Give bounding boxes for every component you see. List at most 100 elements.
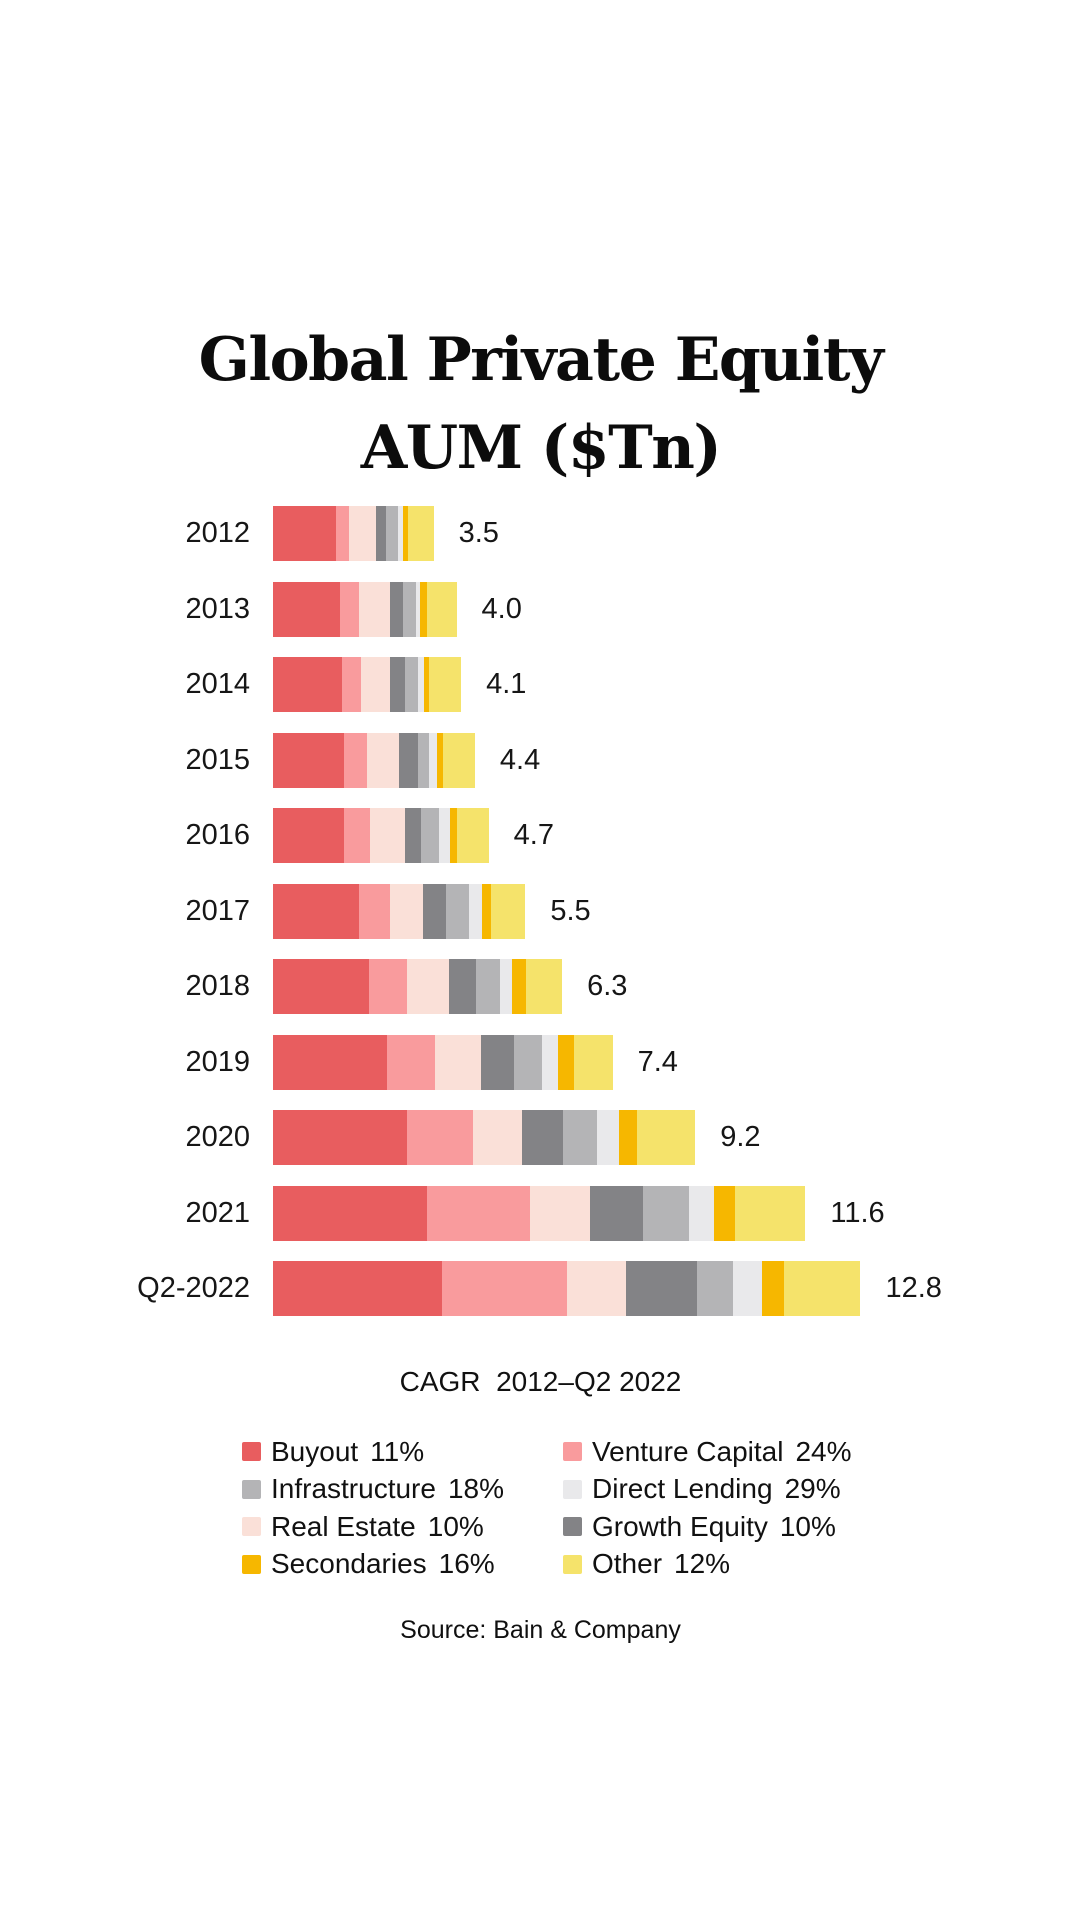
year-label: 2017 [185,894,250,927]
bar-segment-infrastructure [475,959,500,1014]
stacked-bar [273,1110,696,1165]
stacked-bar [273,808,489,863]
bar-segment-buyout [273,808,344,863]
bar-segment-real-estate [406,959,449,1014]
bar-row: 2019 7.4 [0,1034,1081,1090]
bar-segment-growth-equity [481,1034,514,1090]
bar-row: Q2-2022 12.8 [0,1261,1081,1316]
bar-segment-buyout [273,1034,387,1090]
bar-segment-direct-lending [428,732,437,788]
bar-segment-infrastructure [402,581,417,637]
bar-segment-real-estate [473,1110,523,1165]
legend-label: Other [592,1548,663,1580]
legend-cagr-value: 29% [784,1473,841,1505]
bar-segment-growth-equity [423,883,447,939]
bar-segment-buyout [273,732,344,788]
bar-segment-infrastructure [421,808,439,863]
bar-row: 2015 4.4 [0,732,1081,788]
stacked-bar [273,506,434,561]
bar-segment-infrastructure [418,732,429,788]
bar-segment-secondaries [619,1110,637,1165]
legend-item-buyout: Buyout 11% [242,1433,563,1471]
stacked-bar [273,581,457,637]
legend-item-venture-capital: Venture Capital 24% [563,1433,852,1471]
bar-segment-other [525,959,563,1014]
legend-swatch [563,1554,582,1574]
bar-segment-infrastructure [386,506,399,561]
bar-segment-other [636,1110,696,1165]
bar-segment-other [429,657,462,712]
year-label: 2018 [185,970,250,1002]
year-label: 2012 [185,517,250,549]
bar-row: 2013 4.0 [0,581,1081,637]
bar-segment-other [573,1034,613,1090]
legend-swatch [563,1479,582,1499]
bar-segment-other [408,506,434,561]
stacked-bar [273,883,526,939]
legend-label: Real Estate [271,1510,416,1542]
bar-segment-direct-lending [499,959,512,1014]
bar-segment-direct-lending [733,1261,763,1316]
legend-label: Venture Capital [592,1435,784,1467]
year-label: 2014 [185,668,250,700]
bar-segment-real-estate [566,1261,626,1316]
year-label: 2021 [185,1196,250,1229]
stacked-bar-chart: 2012 3.5 2013 4.0 2014 4.1 2015 4.4 2016 4.7 2017 5… [0,506,1081,1337]
stacked-bar [273,732,475,788]
bar-segment-secondaries [436,732,443,788]
bar-segment-direct-lending [438,808,450,863]
bar-segment-buyout [273,657,343,712]
bar-segment-venture-capital [369,959,407,1014]
value-label: 5.5 [550,894,591,927]
year-label: 2016 [185,819,250,851]
legend-cagr-value: 24% [795,1435,852,1467]
bar-segment-secondaries [423,657,430,712]
bar-row: 2014 4.1 [0,657,1081,712]
bar-segment-growth-equity [522,1110,564,1165]
bar-segment-venture-capital [358,883,391,939]
value-label: 9.2 [720,1121,761,1153]
bar-segment-other [427,581,457,637]
bar-segment-growth-equity [389,581,403,637]
legend-swatch [563,1517,582,1537]
chart-title-line2: AUM ($Tn) [360,413,722,483]
bar-segment-infrastructure [446,883,469,939]
legend-item-other: Other 12% [563,1546,852,1584]
bar-segment-direct-lending [689,1185,715,1241]
stacked-bar [273,657,462,712]
bar-segment-venture-capital [343,808,370,863]
bar-segment-buyout [273,883,359,939]
bar-segment-real-estate [367,732,400,788]
bar-segment-real-estate [369,808,406,863]
value-label: 12.8 [885,1272,942,1304]
bar-segment-infrastructure [404,657,418,712]
bar-segment-direct-lending [468,883,483,939]
bar-segment-infrastructure [513,1034,543,1090]
bar-segment-buyout [273,506,337,561]
bar-segment-infrastructure [563,1110,598,1165]
bar-segment-direct-lending [597,1110,620,1165]
value-label: 7.4 [637,1045,678,1078]
legend-label: Growth Equity [592,1510,768,1542]
legend-label: Buyout [271,1435,359,1467]
bar-segment-secondaries [511,959,526,1014]
bar-segment-other [442,732,475,788]
year-label: 2020 [185,1121,250,1153]
bar-segment-secondaries [449,808,457,863]
bar-segment-real-estate [530,1185,590,1241]
legend-item-secondaries: Secondaries 16% [242,1546,563,1584]
legend-item-direct-lending: Direct Lending 29% [563,1471,852,1509]
legend-swatch [242,1479,261,1499]
bar-segment-growth-equity [399,732,419,788]
value-label: 4.7 [513,819,554,851]
legend-item-infrastructure: Infrastructure 18% [242,1471,563,1509]
bar-row: 2021 11.6 [0,1185,1081,1241]
legend: Buyout 11% Venture Capital 24% Infrastructur… [242,1433,852,1583]
bar-row: 2016 4.7 [0,808,1081,863]
year-label: 2019 [185,1045,250,1078]
bar-segment-growth-equity [405,808,422,863]
bar-segment-real-estate [390,883,424,939]
chart-title-line1: Global Private Equity [198,325,884,395]
source-note: Source: Bain & Company [400,1616,681,1644]
